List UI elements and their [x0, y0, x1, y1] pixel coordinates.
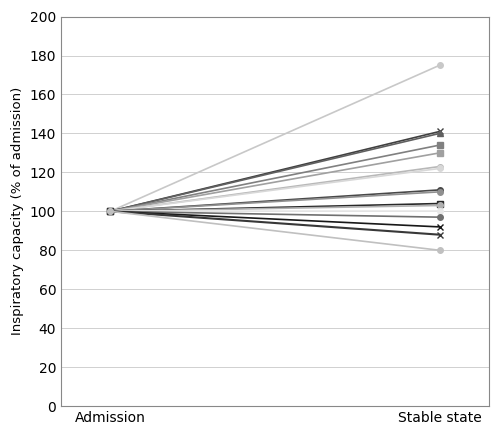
Y-axis label: Inspiratory capacity (% of admission): Inspiratory capacity (% of admission)	[11, 87, 24, 335]
